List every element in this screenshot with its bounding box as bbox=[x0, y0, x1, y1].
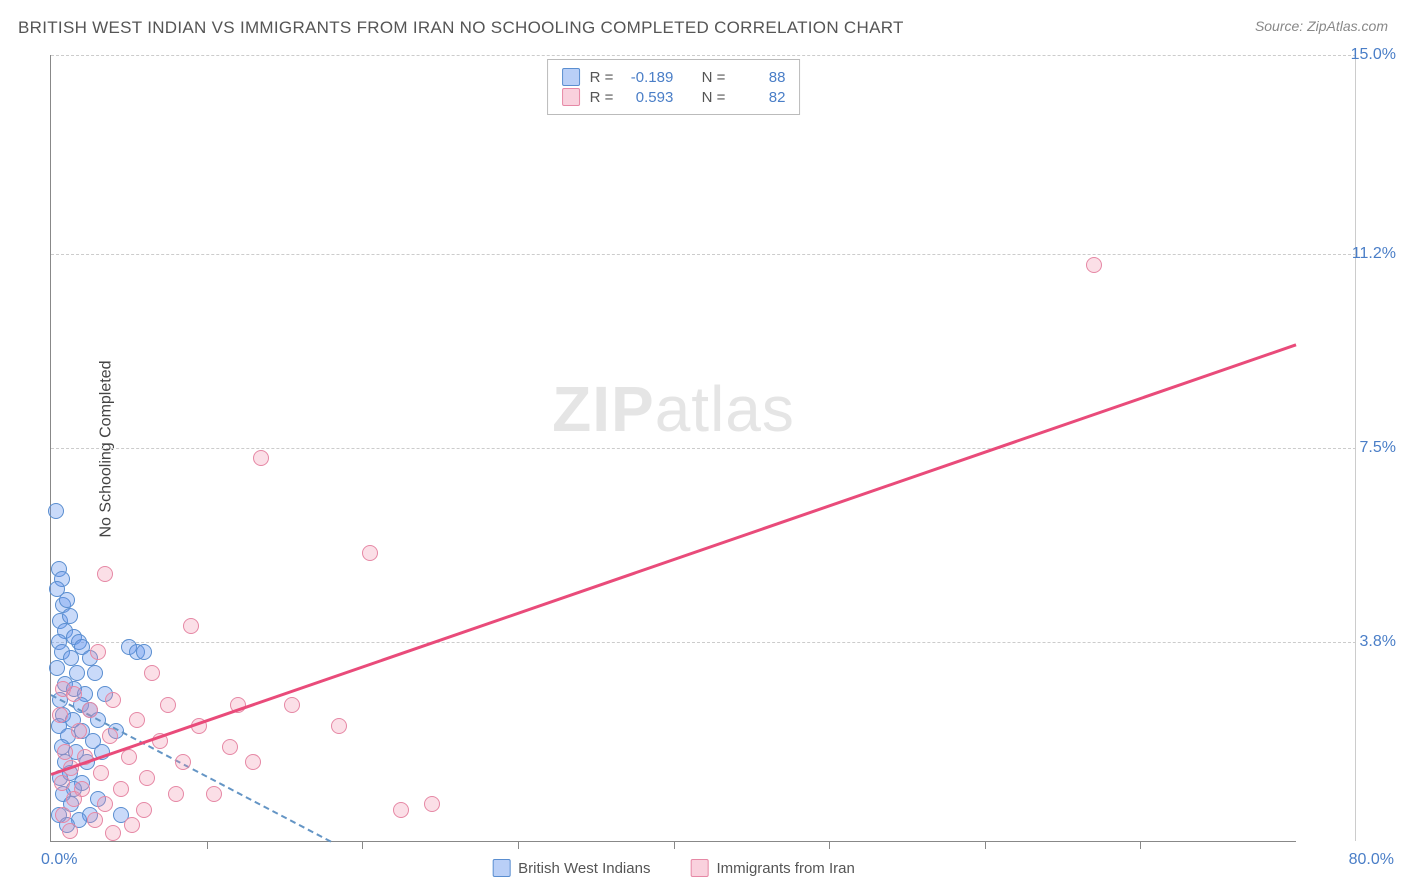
x-tick bbox=[1140, 841, 1141, 849]
data-point bbox=[183, 618, 199, 634]
x-tick bbox=[829, 841, 830, 849]
data-point bbox=[105, 825, 121, 841]
swatch-blue bbox=[492, 859, 510, 877]
data-point bbox=[66, 686, 82, 702]
gridline-h bbox=[51, 642, 1356, 643]
data-point bbox=[49, 660, 65, 676]
data-point bbox=[168, 786, 184, 802]
data-point bbox=[222, 739, 238, 755]
data-point bbox=[97, 796, 113, 812]
legend-item-pink: Immigrants from Iran bbox=[690, 859, 854, 877]
swatch-pink bbox=[690, 859, 708, 877]
stats-legend: R = -0.189 N = 88 R = 0.593 N = 82 bbox=[547, 59, 801, 115]
legend-label-pink: Immigrants from Iran bbox=[716, 860, 854, 877]
watermark: ZIPatlas bbox=[552, 372, 795, 446]
x-axis-min-label: 0.0% bbox=[41, 851, 77, 869]
data-point bbox=[136, 644, 152, 660]
swatch-pink bbox=[562, 88, 580, 106]
chart-title: BRITISH WEST INDIAN VS IMMIGRANTS FROM I… bbox=[18, 18, 904, 38]
data-point bbox=[71, 723, 87, 739]
data-point bbox=[54, 775, 70, 791]
trend-line bbox=[51, 343, 1297, 775]
r-label: R = bbox=[590, 69, 614, 86]
scatter-plot: ZIPatlas R = -0.189 N = 88 R = 0.593 N =… bbox=[50, 55, 1296, 842]
data-point bbox=[63, 650, 79, 666]
legend-label-blue: British West Indians bbox=[518, 860, 650, 877]
stats-row-pink: R = 0.593 N = 82 bbox=[562, 88, 786, 106]
legend-item-blue: British West Indians bbox=[492, 859, 650, 877]
n-value-blue: 88 bbox=[735, 69, 785, 86]
x-tick bbox=[985, 841, 986, 849]
data-point bbox=[331, 718, 347, 734]
n-label: N = bbox=[702, 69, 726, 86]
data-point bbox=[105, 692, 121, 708]
x-tick bbox=[207, 841, 208, 849]
data-point bbox=[62, 608, 78, 624]
data-point bbox=[245, 754, 261, 770]
swatch-blue bbox=[562, 68, 580, 86]
data-point bbox=[87, 812, 103, 828]
y-tick-label: 7.5% bbox=[1360, 439, 1396, 457]
data-point bbox=[102, 728, 118, 744]
chart-area: No Schooling Completed ZIPatlas R = -0.1… bbox=[50, 55, 1296, 842]
source-attribution: Source: ZipAtlas.com bbox=[1255, 18, 1388, 34]
gridline-h bbox=[51, 55, 1356, 56]
data-point bbox=[284, 697, 300, 713]
gridline-h bbox=[51, 448, 1356, 449]
y-tick-label: 11.2% bbox=[1352, 245, 1396, 263]
data-point bbox=[87, 665, 103, 681]
n-label: N = bbox=[702, 89, 726, 106]
data-point bbox=[55, 807, 71, 823]
series-legend: British West Indians Immigrants from Ira… bbox=[492, 859, 855, 877]
data-point bbox=[62, 823, 78, 839]
data-point bbox=[160, 697, 176, 713]
data-point bbox=[121, 749, 137, 765]
data-point bbox=[253, 450, 269, 466]
data-point bbox=[136, 802, 152, 818]
x-tick bbox=[674, 841, 675, 849]
r-value-pink: 0.593 bbox=[623, 89, 673, 106]
y-tick-label: 3.8% bbox=[1360, 633, 1396, 651]
x-axis-max-label: 80.0% bbox=[1349, 851, 1394, 869]
data-point bbox=[1086, 257, 1102, 273]
y-tick-label: 15.0% bbox=[1351, 46, 1396, 64]
gridline-h bbox=[51, 254, 1356, 255]
data-point bbox=[144, 665, 160, 681]
data-point bbox=[52, 707, 68, 723]
data-point bbox=[206, 786, 222, 802]
r-label: R = bbox=[590, 89, 614, 106]
x-tick bbox=[362, 841, 363, 849]
data-point bbox=[59, 592, 75, 608]
data-point bbox=[139, 770, 155, 786]
data-point bbox=[393, 802, 409, 818]
data-point bbox=[90, 644, 106, 660]
data-point bbox=[424, 796, 440, 812]
data-point bbox=[113, 781, 129, 797]
data-point bbox=[175, 754, 191, 770]
data-point bbox=[97, 566, 113, 582]
data-point bbox=[82, 702, 98, 718]
x-tick bbox=[518, 841, 519, 849]
stats-row-blue: R = -0.189 N = 88 bbox=[562, 68, 786, 86]
data-point bbox=[93, 765, 109, 781]
data-point bbox=[57, 744, 73, 760]
r-value-blue: -0.189 bbox=[623, 69, 673, 86]
data-point bbox=[66, 791, 82, 807]
data-point bbox=[48, 503, 64, 519]
data-point bbox=[129, 712, 145, 728]
data-point bbox=[124, 817, 140, 833]
n-value-pink: 82 bbox=[735, 89, 785, 106]
data-point bbox=[362, 545, 378, 561]
